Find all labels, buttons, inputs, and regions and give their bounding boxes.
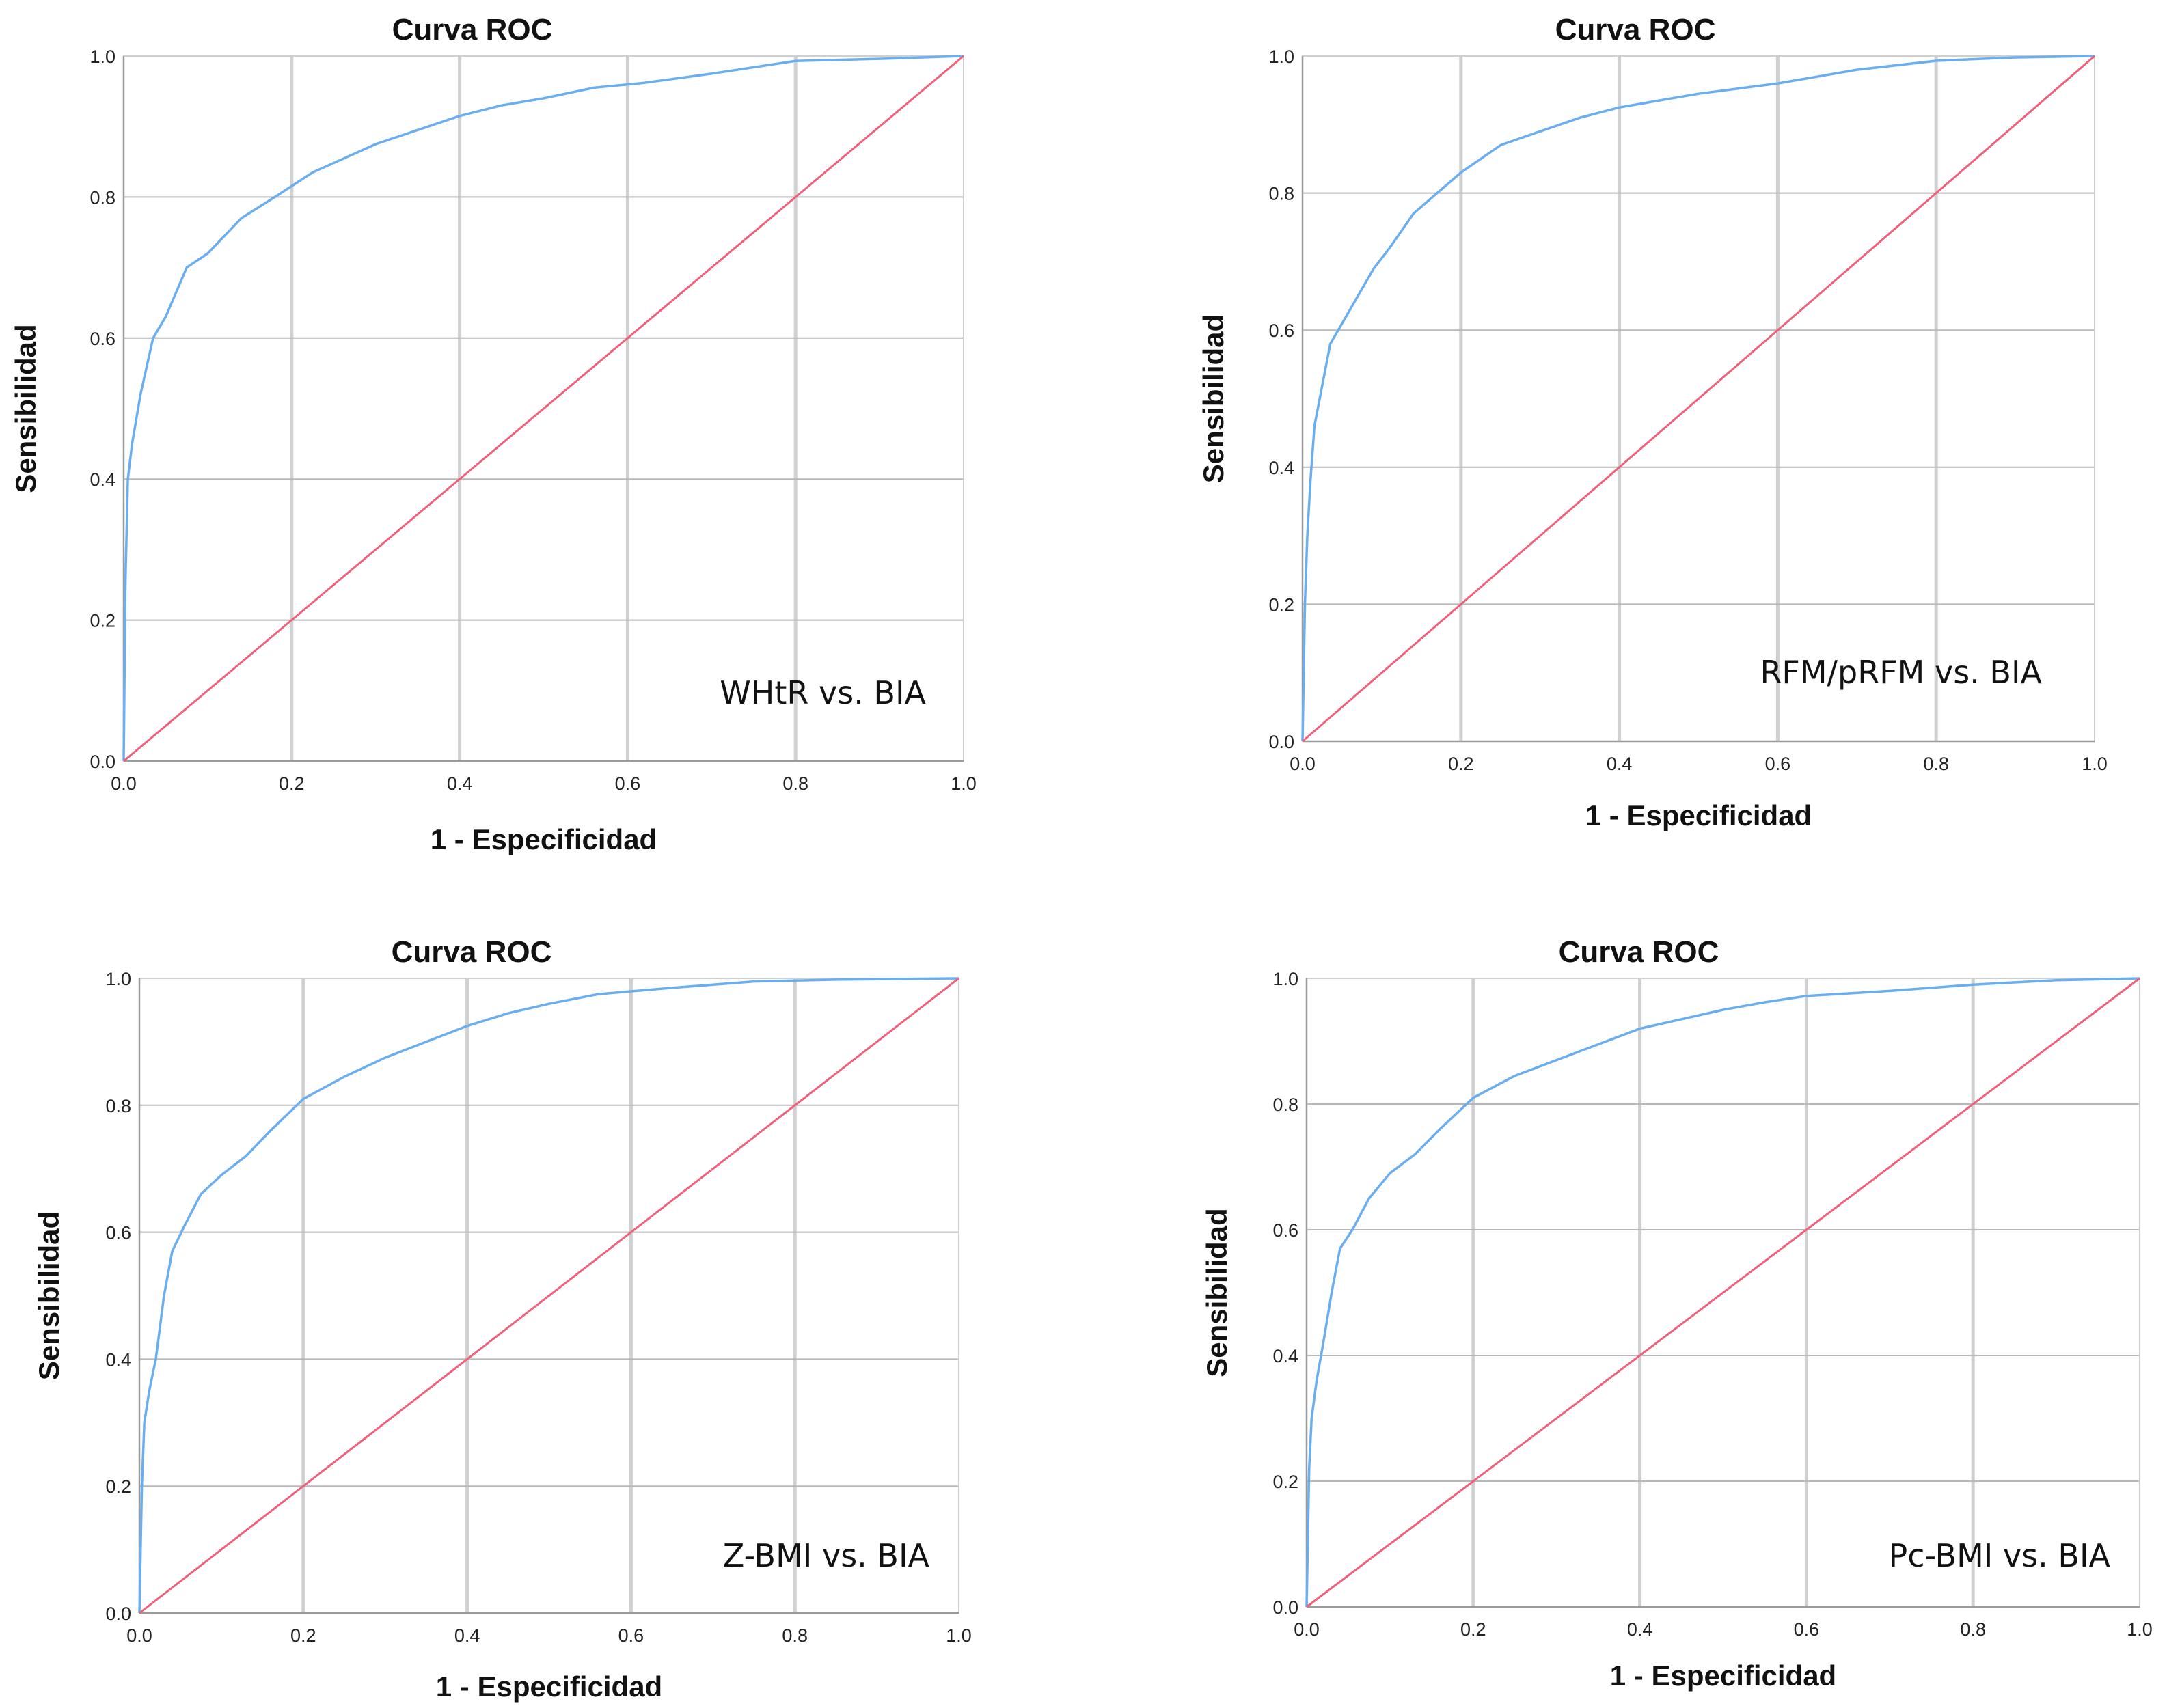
roc-curve-line: [1301, 55, 2095, 742]
x-tick-label: 0.0: [126, 1625, 152, 1646]
roc-curve-line: [1305, 977, 2140, 1608]
y-tick-label: 0.6: [90, 329, 115, 349]
x-tick-label: 1.0: [951, 773, 977, 794]
x-tick-label: 0.4: [1627, 1619, 1653, 1640]
y-tick-label: 0.8: [105, 1096, 131, 1116]
x-tick-label: 0.6: [1794, 1619, 1820, 1640]
comparison-annotation: RFM/pRFM vs. BIA: [1760, 654, 2042, 691]
x-axis-label: 1 - Especificidad: [1610, 1659, 1836, 1692]
y-tick-label: 0.4: [1272, 1346, 1298, 1366]
y-tick-label: 1.0: [105, 969, 131, 989]
x-tick-label: 0.8: [1923, 754, 1949, 774]
x-tick-label: 0.4: [454, 1625, 480, 1646]
y-tick-label: 0.4: [1268, 458, 1294, 478]
reference-diagonal-line: [123, 55, 964, 762]
y-tick-label: 0.8: [1272, 1094, 1298, 1115]
roc-curve-line: [122, 55, 964, 762]
y-tick-label: 0.6: [105, 1223, 131, 1243]
x-axis-label: 1 - Especificidad: [1585, 799, 1812, 831]
x-tick-label: 0.8: [782, 773, 808, 794]
x-tick-label: 0.2: [1460, 1619, 1486, 1640]
y-tick-label: 0.0: [1272, 1597, 1298, 1618]
x-tick-label: 0.2: [1448, 754, 1474, 774]
comparison-annotation: WHtR vs. BIA: [720, 674, 926, 711]
y-tick-label: 0.6: [1268, 320, 1294, 341]
reference-diagonal-line: [1302, 55, 2095, 743]
reference-diagonal-line: [139, 977, 959, 1614]
y-tick-label: 0.8: [1268, 184, 1294, 204]
x-tick-label: 0.0: [111, 773, 137, 794]
roc-panel-3: 0.0 0.2 0.4 0.6 0.8 1.0 0.0 0.2 0.4 0.6 0.8 1.0 Curv…: [33, 935, 972, 1703]
y-tick-label: 1.0: [1268, 46, 1294, 67]
x-tick-label: 0.8: [782, 1625, 808, 1646]
y-tick-label: 0.0: [105, 1603, 131, 1624]
roc-panel-1: 0.0 0.2 0.4 0.6 0.8 1.0 0.0 0.2 0.4 0.6 0.8 1.0 Curv…: [10, 13, 977, 855]
y-tick-label: 0.2: [90, 611, 115, 631]
x-tick-label: 0.2: [279, 773, 305, 794]
y-tick-label: 0.4: [90, 469, 115, 490]
y-tick-label: 0.0: [90, 752, 115, 772]
chart-title: Curva ROC: [392, 13, 553, 46]
y-axis-label: Sensibilidad: [10, 324, 42, 493]
y-tick-label: 0.2: [1272, 1472, 1298, 1492]
x-axis-label: 1 - Especificidad: [431, 823, 657, 855]
y-tick-label: 1.0: [90, 46, 115, 67]
y-tick-label: 0.8: [90, 187, 115, 208]
x-tick-label: 0.2: [290, 1625, 316, 1646]
gridlines: [1307, 978, 2140, 1607]
x-tick-label: 0.6: [615, 773, 641, 794]
x-axis-label: 1 - Especificidad: [436, 1670, 662, 1703]
y-tick-label: 0.0: [1268, 732, 1294, 752]
x-tick-label: 1.0: [2082, 754, 2108, 774]
y-tick-label: 0.2: [1268, 594, 1294, 615]
comparison-annotation: Pc-BMI vs. BIA: [1889, 1537, 2111, 1574]
y-axis-label: Sensibilidad: [33, 1211, 65, 1380]
gridlines: [124, 56, 964, 761]
x-tick-label: 0.4: [1607, 754, 1633, 774]
gridlines: [139, 978, 959, 1613]
gridlines: [1303, 56, 2095, 741]
y-tick-label: 1.0: [1272, 969, 1298, 989]
x-tick-label: 0.4: [447, 773, 473, 794]
chart-title: Curva ROC: [392, 935, 552, 969]
chart-title: Curva ROC: [1559, 935, 1719, 969]
y-tick-label: 0.6: [1272, 1220, 1298, 1241]
x-tick-label: 0.8: [1960, 1619, 1986, 1640]
x-tick-label: 0.0: [1294, 1619, 1320, 1640]
x-tick-label: 1.0: [2127, 1619, 2153, 1640]
roc-panel-2: 0.0 0.2 0.4 0.6 0.8 1.0 0.0 0.2 0.4 0.6 0.8 1.0 Curv…: [1197, 13, 2108, 831]
roc-curve-line: [138, 977, 959, 1614]
x-tick-label: 1.0: [946, 1625, 972, 1646]
y-axis-label: Sensibilidad: [1197, 314, 1229, 483]
y-tick-label: 0.4: [105, 1349, 131, 1370]
comparison-annotation: Z-BMI vs. BIA: [723, 1537, 930, 1574]
roc-panel-4: 0.0 0.2 0.4 0.6 0.8 1.0 0.0 0.2 0.4 0.6 0.8 1.0 Curv…: [1201, 935, 2153, 1692]
chart-title: Curva ROC: [1555, 13, 1716, 46]
y-axis-label: Sensibilidad: [1201, 1208, 1233, 1377]
reference-diagonal-line: [1306, 977, 2140, 1608]
x-tick-label: 0.0: [1290, 754, 1316, 774]
y-tick-label: 0.2: [105, 1476, 131, 1497]
x-tick-label: 0.6: [1765, 754, 1791, 774]
x-tick-label: 0.6: [618, 1625, 644, 1646]
